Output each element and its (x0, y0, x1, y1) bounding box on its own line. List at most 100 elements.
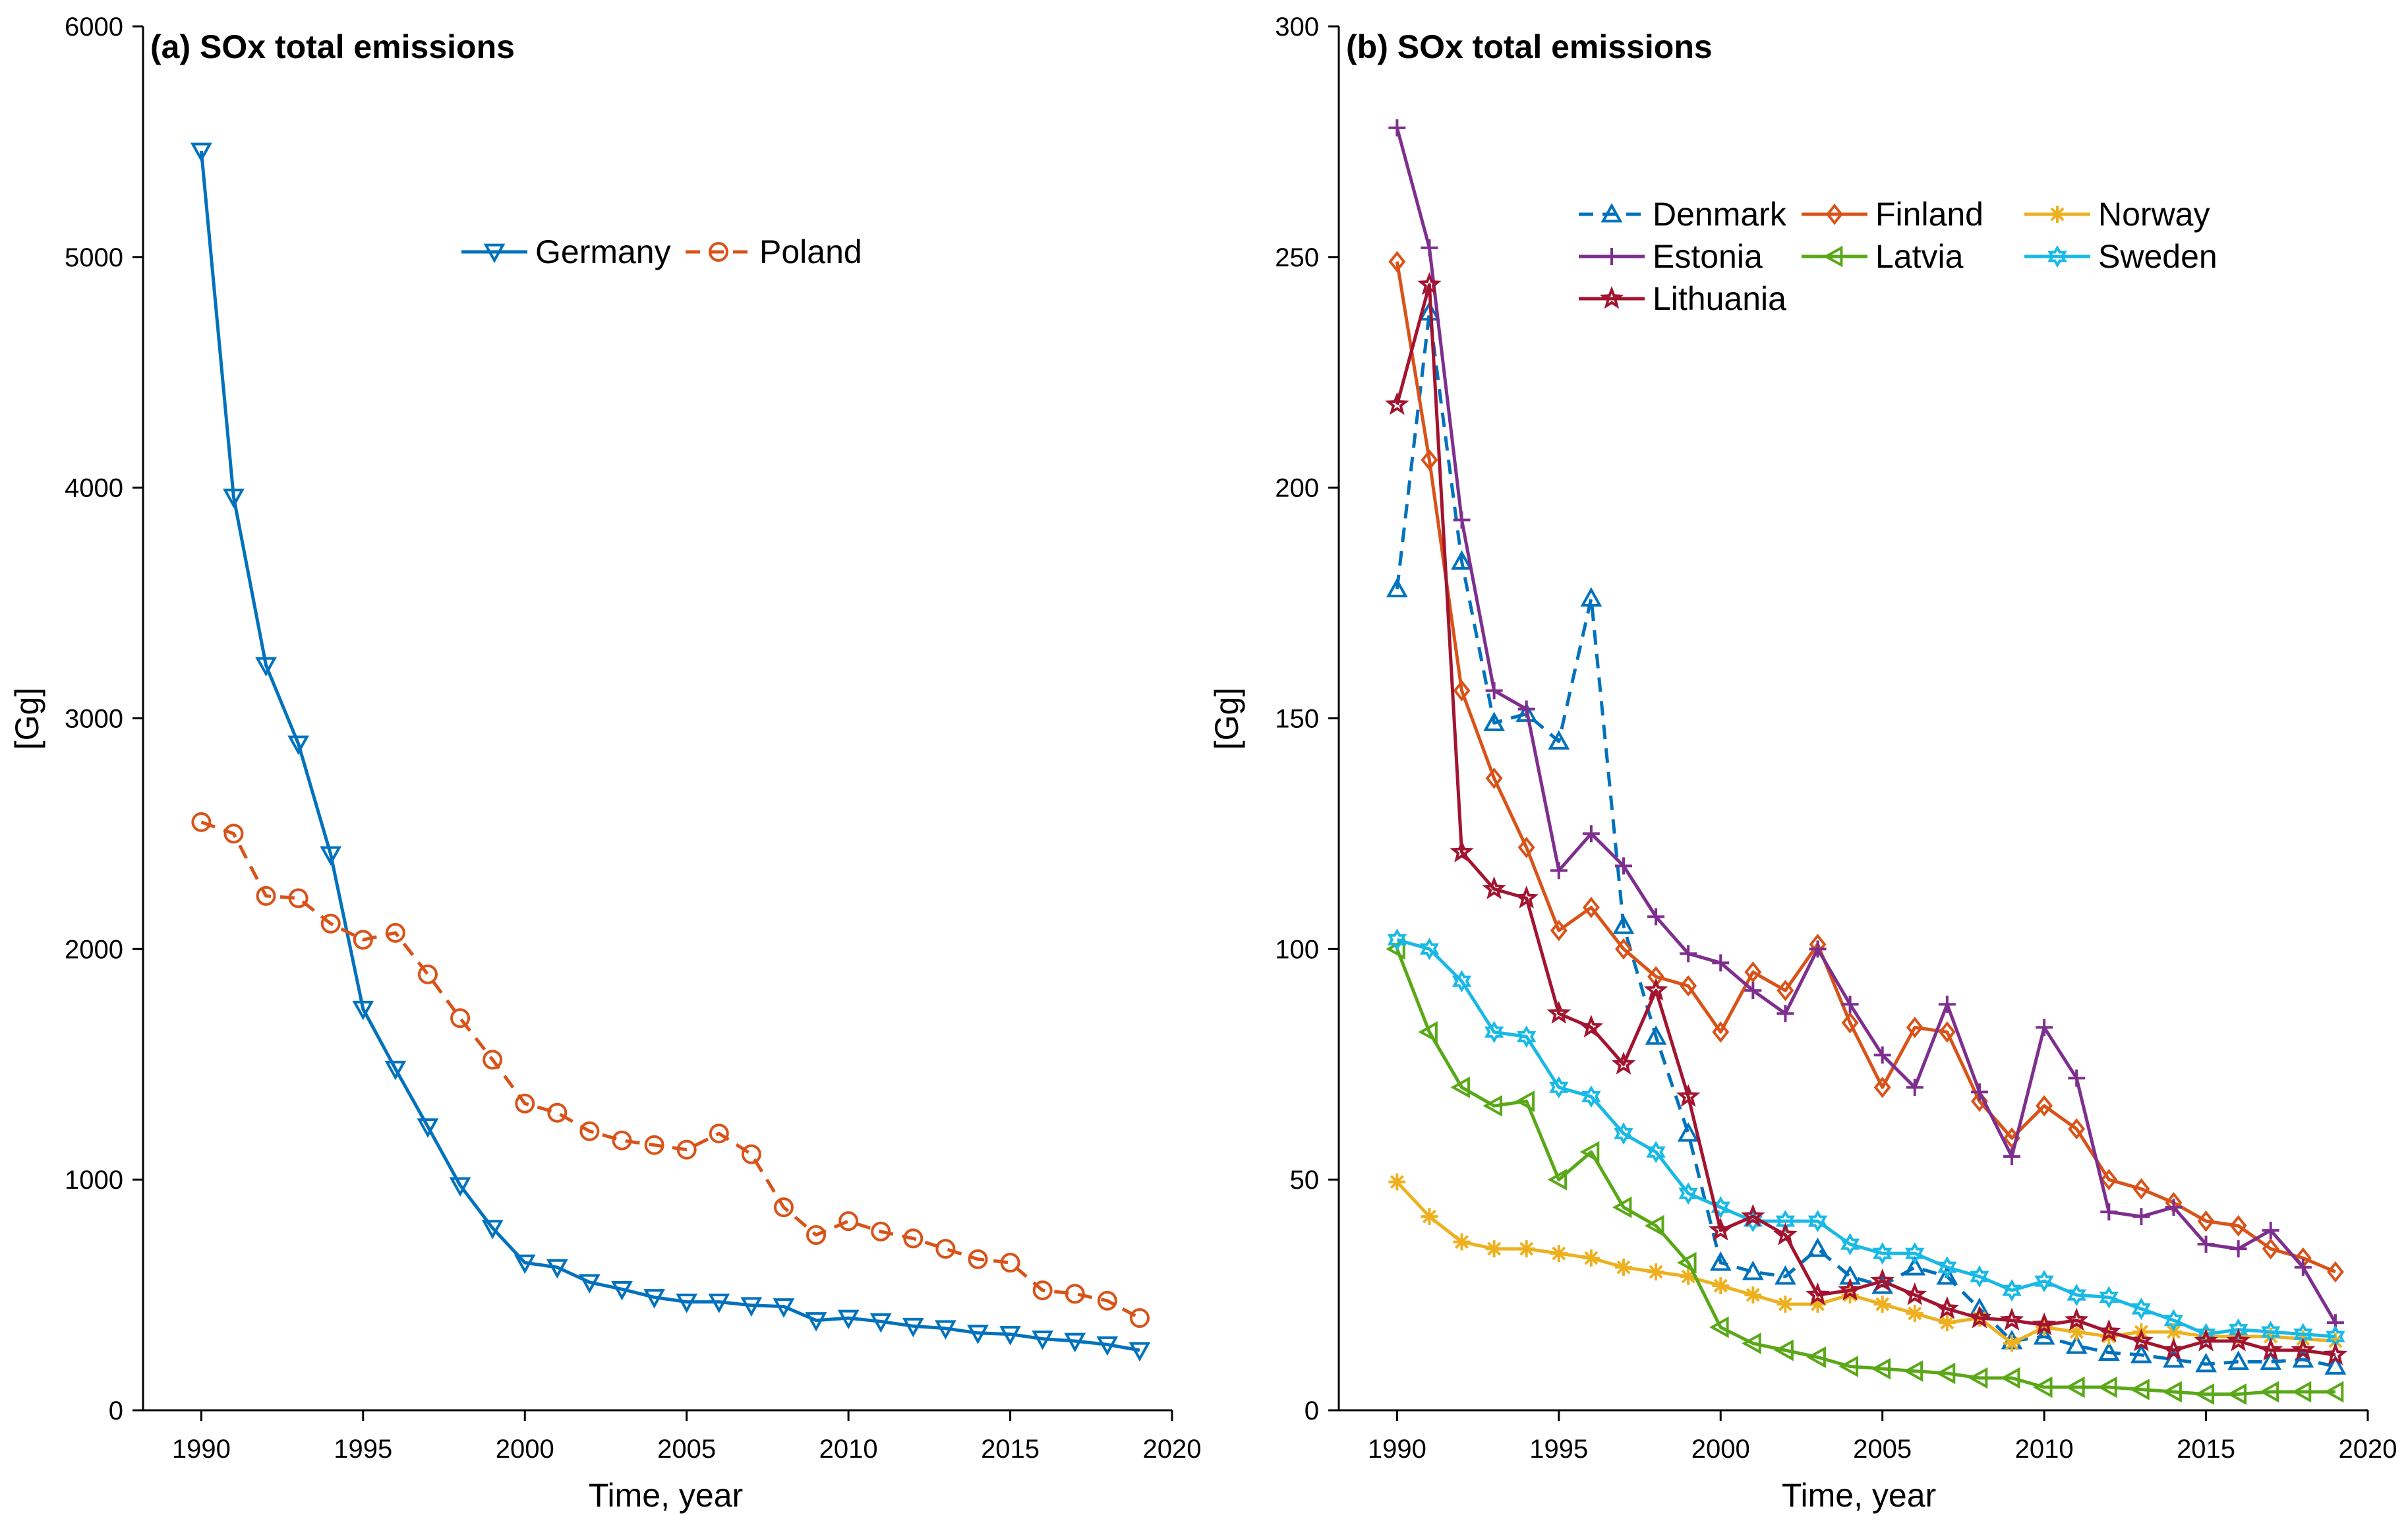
data-point-norway (1809, 1296, 1827, 1313)
data-point-germany (255, 657, 277, 677)
data-point-germany (384, 1060, 407, 1081)
legend-label-estonia: Estonia (1653, 238, 1763, 275)
data-point-germany (352, 1000, 374, 1021)
data-point-estonia (1388, 119, 1406, 136)
data-point-poland (871, 1221, 891, 1241)
data-point-latvia (1418, 1021, 1438, 1043)
y-tick-label: 200 (1275, 474, 1319, 503)
x-tick-label: 2005 (657, 1435, 716, 1464)
data-point-poland (1097, 1290, 1117, 1311)
data-point-latvia (2098, 1376, 2117, 1398)
data-point-latvia (1483, 1094, 1503, 1117)
data-point-denmark (1936, 1265, 1958, 1285)
legend-marker-denmark (1600, 202, 1623, 223)
legend-label-poland: Poland (759, 233, 862, 270)
x-tick-label: 2010 (2015, 1435, 2074, 1464)
data-point-poland (903, 1228, 924, 1249)
data-point-finland (1388, 251, 1406, 273)
data-point-estonia (1712, 954, 1730, 972)
data-point-norway (1614, 1259, 1632, 1276)
x-tick-label: 1990 (1368, 1435, 1426, 1464)
data-point-poland (644, 1135, 664, 1155)
data-point-finland (2229, 1214, 2247, 1237)
data-point-denmark (1709, 1251, 1732, 1271)
data-point-germany (481, 1220, 504, 1240)
data-point-finland (2197, 1210, 2215, 1232)
data-point-sweden (1387, 928, 1407, 951)
data-point-poland (256, 885, 276, 906)
data-point-lithuania (2226, 1328, 2250, 1352)
legend-label-sweden: Sweden (2098, 238, 2217, 275)
panel-b-xlabel: Time, year (1782, 1477, 1936, 1514)
x-tick-label: 2010 (819, 1435, 878, 1464)
series-denmark (1386, 301, 2347, 1375)
data-point-sweden (1517, 1025, 1537, 1048)
data-point-norway (1517, 1240, 1535, 1258)
data-point-finland (2326, 1261, 2344, 1283)
data-point-germany (773, 1298, 795, 1318)
data-point-lithuania (1514, 885, 1539, 909)
data-point-lithuania (1450, 839, 1474, 862)
panel-a-sox-germany-poland: (a) SOx total emissions Time, year [Gg] … (9, 13, 1201, 1514)
data-point-denmark (2130, 1343, 2152, 1363)
data-point-norway (1938, 1314, 1956, 1332)
legend-item-norway: Norway (2024, 196, 2210, 233)
data-point-poland (968, 1249, 988, 1269)
data-point-estonia (2197, 1236, 2215, 1253)
x-tick-label: 1990 (172, 1435, 231, 1464)
data-point-latvia (1709, 1316, 1729, 1338)
data-point-germany (967, 1325, 989, 1344)
data-point-lithuania (1708, 1217, 1733, 1241)
data-point-finland (1873, 1077, 1891, 1098)
data-point-denmark (1807, 1237, 1829, 1257)
data-point-denmark (2033, 1325, 2055, 1345)
data-point-norway (1680, 1268, 1697, 1286)
data-point-sweden (2196, 1323, 2216, 1346)
data-point-lithuania (2194, 1328, 2218, 1352)
data-point-lithuania (1676, 1084, 1701, 1107)
data-point-latvia (2065, 1376, 2085, 1398)
data-point-lithuania (2097, 1319, 2121, 1342)
data-point-latvia (1742, 1332, 1761, 1354)
series-estonia (1388, 119, 2344, 1332)
data-point-denmark (1580, 587, 1602, 607)
data-point-finland (1777, 980, 1794, 1002)
data-point-latvia (2259, 1381, 2279, 1403)
data-point-finland (1938, 1021, 1956, 1043)
data-point-germany (676, 1294, 698, 1313)
data-point-latvia (2130, 1379, 2150, 1400)
legend-label-norway: Norway (2098, 196, 2210, 233)
data-point-poland (320, 913, 341, 934)
data-point-sweden (2099, 1286, 2119, 1309)
data-point-poland (1129, 1308, 1150, 1329)
data-point-germany (869, 1313, 892, 1333)
data-point-denmark (1515, 702, 1538, 722)
data-point-estonia (2100, 1203, 2118, 1221)
data-point-estonia (2036, 1019, 2053, 1036)
data-point-finland (2036, 1095, 2053, 1117)
data-point-germany (837, 1309, 860, 1330)
legend-item-estonia: Estonia (1579, 238, 1763, 275)
data-point-denmark (1419, 301, 1440, 321)
series-line-estonia (1395, 127, 2337, 1324)
data-point-estonia (1453, 511, 1471, 529)
data-point-lithuania (2161, 1337, 2186, 1361)
data-point-estonia (1744, 982, 1762, 1000)
data-point-finland (2262, 1238, 2279, 1260)
data-point-lithuania (1546, 1000, 1571, 1024)
legend: Denmark Finland Norway Estonia Latvia Sweden L… (1579, 196, 2217, 317)
data-point-poland (838, 1211, 859, 1232)
y-tick-label: 300 (1275, 13, 1319, 42)
y-tick-label: 0 (109, 1396, 123, 1425)
data-point-poland (579, 1121, 600, 1141)
data-point-poland (385, 922, 405, 943)
data-point-germany (611, 1280, 633, 1301)
data-point-sweden (2002, 1279, 2022, 1302)
data-point-germany (449, 1177, 471, 1197)
data-point-poland (191, 812, 212, 832)
data-point-germany (579, 1274, 601, 1294)
data-point-estonia (1485, 682, 1503, 700)
data-point-latvia (2000, 1367, 2020, 1389)
data-point-poland (741, 1144, 761, 1164)
data-point-poland (288, 888, 308, 909)
